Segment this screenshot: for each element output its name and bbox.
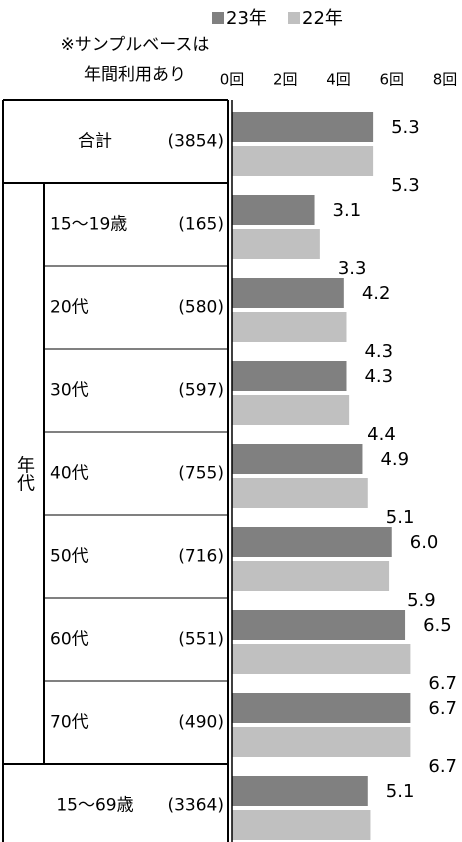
bar: [232, 610, 406, 640]
bar: [232, 644, 411, 674]
sample-size: (597): [178, 381, 224, 401]
sample-size: (165): [178, 215, 224, 235]
bar: [232, 810, 371, 840]
value-label: 4.9: [380, 449, 409, 470]
sample-size: (3854): [167, 132, 224, 152]
legend-swatch: [288, 12, 300, 24]
bar: [232, 146, 374, 176]
note-line: ※サンプルベースは: [61, 35, 210, 55]
row-label: 50代: [50, 547, 89, 567]
row-label: 60代: [50, 630, 89, 650]
value-label: 6.7: [428, 756, 457, 777]
bar: [232, 693, 411, 723]
bar: [232, 478, 368, 508]
x-tick-label: 8回: [433, 71, 458, 89]
group-label: 年代: [14, 455, 35, 491]
value-label: 6.0: [410, 532, 439, 553]
sample-size: (3364): [167, 796, 224, 816]
bar: [232, 229, 320, 259]
x-tick-label: 0回: [220, 71, 245, 89]
note-line: 年間利用あり: [84, 65, 186, 85]
value-label: 5.1: [386, 507, 415, 528]
legend-label: 22年: [302, 8, 343, 29]
x-tick-label: 6回: [379, 71, 404, 89]
sample-size: (755): [178, 464, 224, 484]
row-label: 15〜19歳: [50, 215, 127, 235]
sample-size: (580): [178, 298, 224, 318]
row-label: 合計: [78, 132, 112, 152]
row-label: 30代: [50, 381, 89, 401]
sample-size: (490): [178, 713, 224, 733]
bar: [232, 527, 392, 557]
row-label: 70代: [50, 713, 89, 733]
value-label: 3.1: [333, 200, 362, 221]
row-label: 20代: [50, 298, 89, 318]
bar: [232, 727, 411, 757]
value-label: 6.7: [428, 698, 457, 719]
value-label: 4.4: [367, 424, 396, 445]
bar: [232, 395, 350, 425]
value-label: 5.2: [388, 839, 417, 842]
value-label: 3.3: [338, 258, 367, 279]
row-label: 15〜69歳: [56, 796, 133, 816]
legend-swatch: [212, 12, 224, 24]
bar: [232, 112, 374, 142]
sample-size: (716): [178, 547, 224, 567]
value-label: 5.3: [391, 117, 420, 138]
value-label: 6.7: [428, 673, 457, 694]
legend-label: 23年: [226, 8, 267, 29]
bar: [232, 361, 347, 391]
value-label: 5.3: [391, 175, 420, 196]
sample-size: (551): [178, 630, 224, 650]
value-label: 5.1: [386, 781, 415, 802]
bar: [232, 561, 390, 591]
bar: [232, 776, 368, 806]
value-label: 4.3: [364, 341, 393, 362]
x-tick-label: 2回: [273, 71, 298, 89]
value-label: 6.5: [423, 615, 452, 636]
bar: [232, 278, 344, 308]
bar: [232, 444, 363, 474]
value-label: 4.3: [364, 366, 393, 387]
bar: [232, 312, 347, 342]
row-label: 40代: [50, 464, 89, 484]
value-label: 4.2: [362, 283, 391, 304]
bar: [232, 195, 315, 225]
x-tick-label: 4回: [326, 71, 351, 89]
value-label: 5.9: [407, 590, 436, 611]
